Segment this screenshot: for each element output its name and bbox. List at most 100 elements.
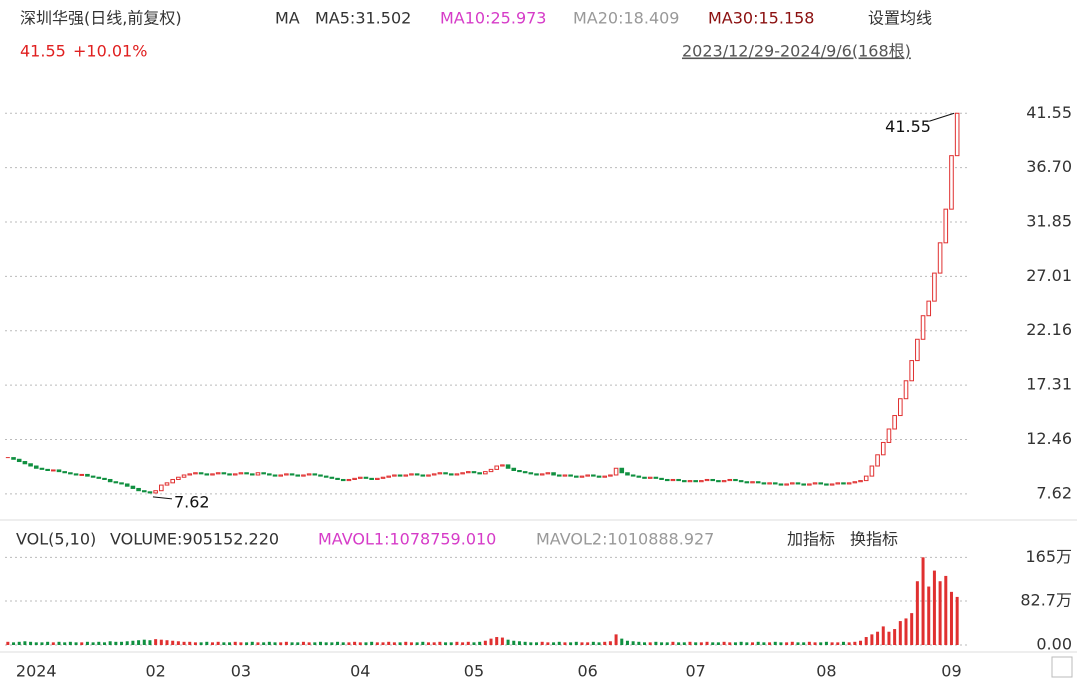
y-tick-label: 165万 — [1025, 547, 1072, 566]
volume-bar — [120, 641, 124, 645]
candle — [124, 483, 130, 487]
volume-bar — [279, 642, 283, 645]
candle — [22, 461, 28, 465]
volume-bar — [273, 642, 277, 645]
volume-bar — [529, 642, 533, 645]
candle — [380, 476, 386, 479]
candle — [465, 471, 471, 474]
volume-bar — [830, 642, 834, 645]
candle — [704, 478, 710, 482]
candle — [676, 478, 681, 482]
candle — [949, 155, 954, 210]
add-indicator[interactable]: 加指标 — [787, 530, 835, 549]
candle — [835, 482, 841, 485]
candle — [51, 469, 56, 472]
volume-bar — [307, 642, 311, 645]
volume-bar — [85, 641, 89, 645]
candle — [68, 472, 73, 475]
candle — [107, 478, 113, 483]
volume-bar — [927, 586, 931, 645]
candle — [483, 471, 488, 475]
candle — [909, 360, 914, 382]
volume-bar — [205, 641, 209, 645]
candle — [460, 472, 465, 475]
y-tick-label: 27.01 — [1026, 266, 1072, 285]
volume-bar — [796, 642, 800, 645]
switch-indicator[interactable]: 换指标 — [850, 530, 898, 549]
volume-bar — [847, 642, 851, 645]
candle — [397, 474, 403, 477]
candle — [562, 474, 568, 477]
candle — [113, 481, 119, 484]
volume-bar — [625, 640, 629, 645]
volume-bar — [506, 639, 510, 645]
candle — [471, 471, 477, 474]
volume-bar — [932, 570, 936, 645]
volume-bar — [370, 641, 374, 645]
volume-bar — [182, 641, 186, 645]
volume-bar — [495, 637, 499, 645]
x-tick-label: 07 — [685, 662, 705, 681]
candle — [28, 463, 33, 467]
vol-value: VOLUME:905152.220 — [110, 530, 279, 549]
volume-bar — [12, 642, 16, 645]
volume-bar — [284, 641, 288, 645]
y-tick-label: 17.31 — [1026, 375, 1072, 394]
candle — [738, 480, 744, 483]
candle — [898, 398, 903, 417]
candle — [318, 474, 323, 477]
x-tick-label: 09 — [941, 662, 961, 681]
candle — [443, 472, 448, 475]
date-range[interactable]: 2023/12/29-2024/9/6(168根) — [682, 42, 911, 61]
candle — [284, 473, 289, 476]
volume-bar — [176, 641, 180, 645]
ma-settings[interactable]: 设置均线 — [868, 9, 932, 28]
volume-bar — [665, 642, 669, 645]
volume-bar — [699, 642, 703, 645]
y-tick-label: 7.62 — [1036, 483, 1072, 502]
candle — [852, 481, 858, 484]
candle — [664, 478, 670, 482]
volume-bar — [341, 642, 345, 645]
candle — [312, 473, 318, 476]
low-annotation: 7.62 — [174, 492, 210, 511]
candle — [96, 476, 102, 479]
candle — [11, 457, 16, 460]
candle — [249, 473, 255, 476]
volume-bar — [517, 641, 521, 645]
volume-bar — [893, 629, 897, 645]
volume-bar — [779, 642, 783, 645]
volume-bar — [57, 641, 61, 645]
volume-bar — [682, 642, 686, 645]
candle — [659, 477, 664, 480]
y-tick-label: 22.16 — [1026, 320, 1072, 339]
candle — [568, 474, 573, 477]
scroll-button[interactable] — [1051, 656, 1073, 678]
candle — [619, 467, 625, 474]
volume-bar — [17, 641, 21, 645]
ma20: MA20:18.409 — [573, 9, 679, 28]
x-tick-label: 05 — [464, 662, 484, 681]
mavol1: MAVOL1:1078759.010 — [318, 530, 496, 549]
volume-bar — [785, 642, 789, 645]
candle — [613, 467, 619, 476]
candle — [784, 483, 789, 486]
volume-bar — [881, 626, 885, 645]
volume-bar — [80, 642, 84, 645]
volume-bar — [688, 641, 692, 645]
candle — [289, 473, 295, 476]
candle — [204, 473, 210, 476]
volume-bar — [540, 641, 544, 645]
candle — [903, 380, 909, 400]
high-arrow — [929, 112, 955, 122]
candle — [488, 468, 494, 473]
title[interactable]: 深圳华强(日线,前复权) — [20, 9, 182, 28]
volume-bar — [955, 596, 959, 645]
ma30: MA30:15.158 — [708, 9, 814, 28]
candle — [159, 484, 164, 492]
volume-bar — [409, 642, 413, 645]
ma10: MA10:25.973 — [440, 9, 546, 28]
candle — [710, 478, 716, 482]
volume-bar — [773, 641, 777, 645]
